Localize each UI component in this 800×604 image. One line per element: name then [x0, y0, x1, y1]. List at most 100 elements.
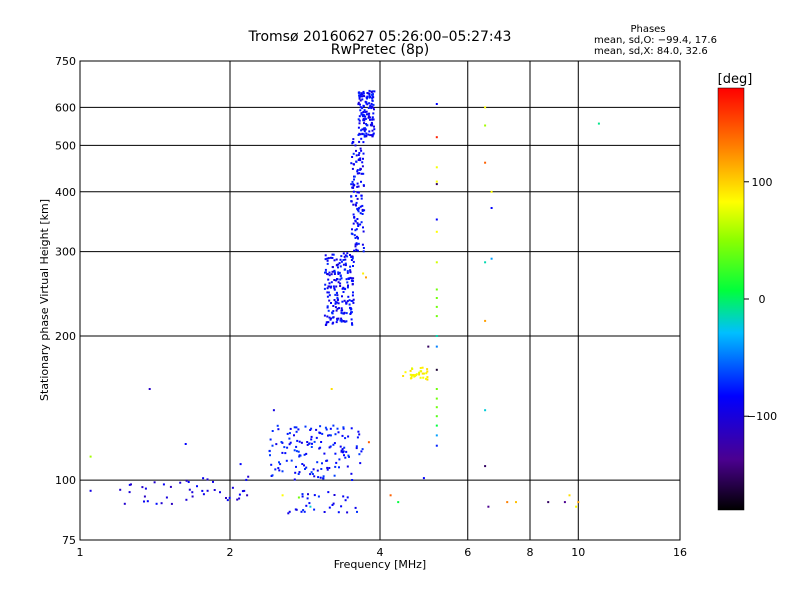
- data-point: [363, 95, 366, 98]
- data-point: [326, 291, 329, 294]
- data-point: [344, 258, 347, 261]
- data-point: [356, 172, 359, 175]
- data-point: [361, 204, 364, 207]
- data-point: [300, 441, 303, 444]
- data-point: [331, 266, 334, 269]
- data-point: [361, 107, 364, 110]
- data-point: [340, 317, 343, 320]
- data-point: [362, 118, 365, 120]
- data-point: [336, 294, 339, 297]
- data-point: [323, 511, 326, 513]
- data-point: [360, 112, 363, 115]
- data-point: [355, 228, 358, 231]
- data-point: [324, 268, 327, 271]
- data-point: [303, 453, 306, 456]
- data-point: [355, 194, 358, 197]
- data-point: [435, 288, 438, 291]
- data-point: [300, 510, 303, 513]
- data-point: [327, 321, 330, 324]
- data-point: [357, 134, 360, 136]
- data-point: [427, 345, 430, 348]
- data-point: [342, 312, 345, 315]
- data-point: [333, 287, 336, 290]
- data-point: [333, 279, 336, 281]
- data-point: [362, 111, 365, 113]
- data-point: [358, 152, 361, 154]
- x-tick-label: 2: [227, 546, 234, 559]
- data-point: [305, 452, 308, 455]
- data-point: [326, 287, 329, 290]
- data-point: [346, 511, 349, 514]
- data-point: [372, 103, 375, 106]
- data-point: [351, 233, 354, 236]
- data-point: [367, 107, 370, 109]
- data-point: [346, 465, 349, 468]
- data-point: [334, 279, 337, 282]
- data-point: [364, 128, 367, 131]
- axis-ticks: 1 2 4 6 8 10 16 75 100 200 300 400 500 600 750: [55, 55, 687, 559]
- data-point: [326, 262, 329, 265]
- data-point: [348, 303, 351, 306]
- data-point: [332, 285, 335, 288]
- data-point: [336, 317, 339, 320]
- data-point: [339, 275, 342, 278]
- data-point: [419, 376, 422, 379]
- data-point: [191, 495, 194, 498]
- data-point: [309, 505, 312, 508]
- data-point: [328, 271, 331, 274]
- data-point: [361, 213, 364, 215]
- data-point: [361, 165, 364, 168]
- data-point: [341, 287, 344, 290]
- data-point: [241, 490, 244, 493]
- data-point: [319, 446, 322, 449]
- data-point: [271, 474, 274, 477]
- data-point: [333, 271, 336, 274]
- data-point: [368, 89, 371, 92]
- phases-heading: Phases: [630, 24, 665, 35]
- data-point: [185, 479, 188, 482]
- data-point: [348, 299, 351, 302]
- data-point: [343, 320, 346, 323]
- data-point: [294, 471, 297, 474]
- data-point: [365, 102, 368, 105]
- data-point: [246, 494, 249, 497]
- data-point: [423, 372, 426, 375]
- data-point: [435, 230, 438, 233]
- data-point: [368, 102, 371, 105]
- data-point: [328, 285, 331, 288]
- data-point: [363, 119, 366, 122]
- data-point: [128, 491, 131, 494]
- data-point: [351, 283, 354, 286]
- data-point: [355, 160, 358, 163]
- data-point: [286, 432, 289, 435]
- data-point: [425, 372, 428, 375]
- data-point: [354, 144, 357, 147]
- data-point: [351, 257, 354, 260]
- colorbar-tick-label: 0: [759, 293, 766, 306]
- data-point: [202, 477, 205, 480]
- data-point: [337, 273, 340, 275]
- data-point: [337, 281, 340, 284]
- data-point: [326, 468, 329, 471]
- data-point: [333, 299, 336, 301]
- data-point: [335, 301, 338, 304]
- data-point: [309, 473, 312, 476]
- data-point: [358, 453, 361, 456]
- data-point: [170, 502, 173, 505]
- data-point: [278, 469, 281, 472]
- data-point: [320, 468, 323, 470]
- data-point: [361, 208, 364, 211]
- data-point: [370, 102, 373, 105]
- data-point: [370, 91, 373, 93]
- data-point: [484, 106, 487, 109]
- data-point: [143, 495, 146, 498]
- data-point: [359, 212, 362, 215]
- data-point: [340, 277, 343, 280]
- data-point: [324, 426, 327, 429]
- data-point: [361, 128, 364, 131]
- data-point: [356, 207, 359, 210]
- data-point: [371, 99, 374, 102]
- data-point: [324, 254, 327, 257]
- data-point: [362, 157, 364, 160]
- data-point: [358, 115, 361, 118]
